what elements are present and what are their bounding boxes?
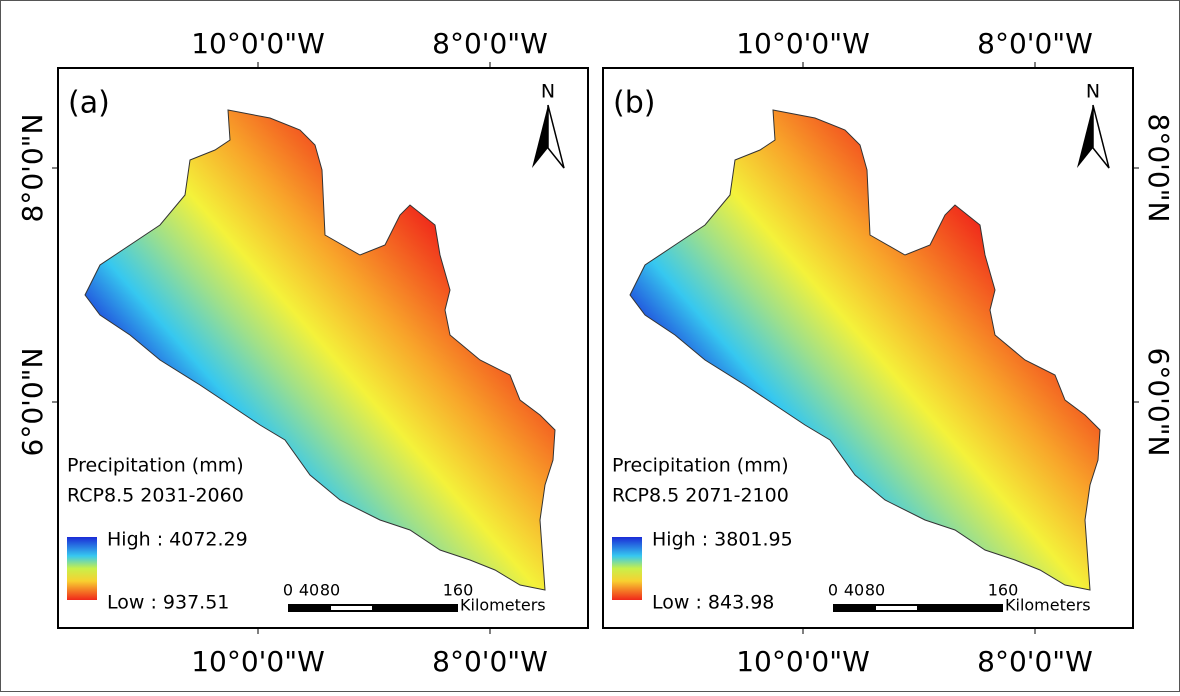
- north-label: N: [1086, 81, 1100, 103]
- panel-frame: [57, 67, 589, 629]
- legend-high: High : 4072.29: [107, 529, 248, 551]
- lat-label: 6°0'0"N: [16, 348, 49, 457]
- lon-label: 8°0'0"W: [432, 27, 548, 60]
- legend-colorbar: [67, 537, 97, 600]
- scale-label: 80: [320, 581, 340, 600]
- panel: 10°0'0"W 10°0'0"W 8°0'0"W 8°0'0"W 8°0'0"N 6°0…: [602, 27, 1175, 678]
- legend-low: Low : 937.51: [107, 592, 229, 614]
- scale-label: 40: [299, 581, 319, 600]
- panel-label: (a): [68, 86, 110, 121]
- scale-unit: Kilometers: [460, 596, 546, 615]
- north-arrow: [1092, 104, 1110, 169]
- panel-frame: [602, 67, 1134, 629]
- lon-label: 10°0'0"W: [736, 645, 870, 678]
- lat-label: 6°0'0"N: [1142, 348, 1175, 457]
- scale-bar-segment: [876, 606, 917, 610]
- legend-scenario: RCP8.5 2071-2100: [612, 485, 789, 507]
- legend-title: Precipitation (mm): [67, 455, 244, 477]
- scale-label: 40: [844, 581, 864, 600]
- scale-label: 0: [828, 581, 838, 600]
- scale-bar: [833, 604, 1003, 612]
- scale-bar-segment: [331, 606, 372, 610]
- map-shape: [84, 109, 556, 591]
- legend-high: High : 3801.95: [652, 529, 793, 551]
- scale-label: 80: [865, 581, 885, 600]
- lat-label: 8°0'0"N: [1142, 114, 1175, 223]
- legend-colorbar: [612, 537, 642, 600]
- lon-label: 8°0'0"W: [432, 645, 548, 678]
- legend-title: Precipitation (mm): [612, 455, 789, 477]
- north-arrow: [532, 105, 548, 168]
- panel-label: (b): [613, 86, 655, 121]
- scale-label: 160: [988, 581, 1019, 600]
- lat-label: 8°0'0"N: [16, 114, 49, 223]
- scale-label: 0: [283, 581, 293, 600]
- legend-scenario: RCP8.5 2031-2060: [67, 485, 244, 507]
- legend-low: Low : 843.98: [652, 592, 774, 614]
- scale-label: 160: [443, 581, 474, 600]
- panel: 10°0'0"W 10°0'0"W 8°0'0"W 8°0'0"W 8°0'0"N 6°0…: [16, 27, 589, 678]
- lon-label: 10°0'0"W: [736, 27, 870, 60]
- lon-label: 10°0'0"W: [191, 645, 325, 678]
- lon-label: 8°0'0"W: [977, 645, 1093, 678]
- scale-unit: Kilometers: [1005, 596, 1091, 615]
- north-label: N: [541, 81, 555, 103]
- north-arrow: [1077, 105, 1093, 168]
- map-shape: [629, 109, 1101, 591]
- lon-label: 10°0'0"W: [191, 27, 325, 60]
- lon-label: 8°0'0"W: [977, 27, 1093, 60]
- north-arrow: [547, 104, 565, 169]
- scale-bar: [288, 604, 458, 612]
